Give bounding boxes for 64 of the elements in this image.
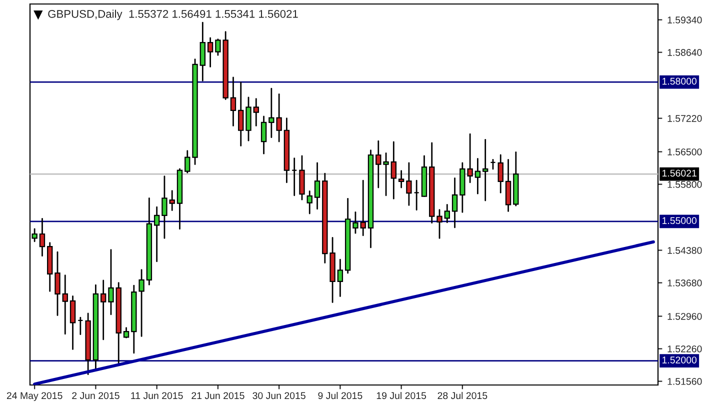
- candlestick: [138, 269, 144, 337]
- candlestick: [474, 158, 481, 194]
- y-tick-label: 1.52960: [668, 312, 702, 320]
- x-tick-label: 21 Jun 2015: [192, 392, 244, 400]
- x-tick-label: 9 Jul 2015: [318, 392, 362, 400]
- y-tick-label: 1.58640: [668, 49, 702, 56]
- candlestick: [162, 176, 168, 239]
- candlestick: [54, 251, 60, 316]
- y-tick-label: 1.51560: [668, 378, 702, 385]
- candlestick: [406, 162, 412, 206]
- candlestick: [299, 155, 305, 200]
- y-tick-label: 1.54380: [668, 246, 702, 254]
- candlestick: [482, 138, 488, 202]
- y-tick-label: 1.53680: [668, 280, 702, 286]
- candlestick: [360, 180, 366, 236]
- candlestick: [238, 82, 244, 146]
- candlestick: [200, 22, 206, 82]
- x-tick-label: 30 Jun 2015: [252, 392, 306, 400]
- y-tick-label: 1.59340: [668, 16, 702, 24]
- candlestick: [184, 150, 190, 174]
- candlestick: [253, 98, 259, 126]
- candlestick: [383, 152, 389, 196]
- candlestick: [154, 206, 160, 262]
- y-tick-label: 1.55800: [668, 181, 702, 188]
- candlestick: [505, 158, 512, 212]
- ref-line-label: 1.56021: [662, 170, 696, 177]
- x-tick-label: 2 Jun 2015: [72, 392, 120, 400]
- candlestick: [246, 96, 252, 142]
- candlestick: [70, 296, 76, 350]
- candlestick: [291, 158, 298, 196]
- candlestick: [207, 37, 214, 68]
- candlestick: [169, 190, 175, 211]
- y-tick-label: 1.52260: [668, 345, 702, 352]
- candlestick: [306, 190, 312, 214]
- candlestick: [39, 218, 46, 257]
- candlestick: [376, 140, 382, 188]
- candlestick: [498, 154, 504, 194]
- candlestick: [260, 116, 267, 154]
- ref-line-label: 1.52000: [662, 356, 697, 364]
- candlestick: [490, 158, 496, 170]
- x-tick-label: 28 Jul 2015: [438, 392, 488, 400]
- chart-title: GBPUSD,Daily 1.55372 1.56491 1.55341 1.56021: [48, 10, 298, 20]
- ref-line-label: 1.58000: [662, 78, 697, 85]
- candlestick: [230, 76, 236, 126]
- candlestick: [108, 249, 114, 316]
- candlestick: [100, 280, 106, 340]
- x-tick-label: 19 Jul 2015: [376, 392, 426, 400]
- candlestick: [390, 141, 397, 200]
- candlestick: [398, 170, 404, 188]
- x-tick-label: 24 May 2015: [6, 392, 62, 402]
- candlestick: [444, 204, 450, 224]
- ref-line-label: 1.55000: [662, 217, 697, 224]
- candlestick: [78, 316, 84, 336]
- x-tick-label: 11 Jun 2015: [131, 392, 183, 400]
- candlestick: [123, 327, 130, 338]
- candlestick: [436, 209, 442, 239]
- candlestick: [337, 258, 344, 297]
- y-tick-label: 1.57220: [668, 115, 702, 122]
- candlestick: [314, 162, 320, 210]
- candlestick: [62, 274, 68, 335]
- y-tick-label: 1.56500: [668, 148, 702, 156]
- candlestick: [414, 180, 420, 211]
- candlestick: [452, 178, 458, 228]
- candlestick: [352, 211, 358, 234]
